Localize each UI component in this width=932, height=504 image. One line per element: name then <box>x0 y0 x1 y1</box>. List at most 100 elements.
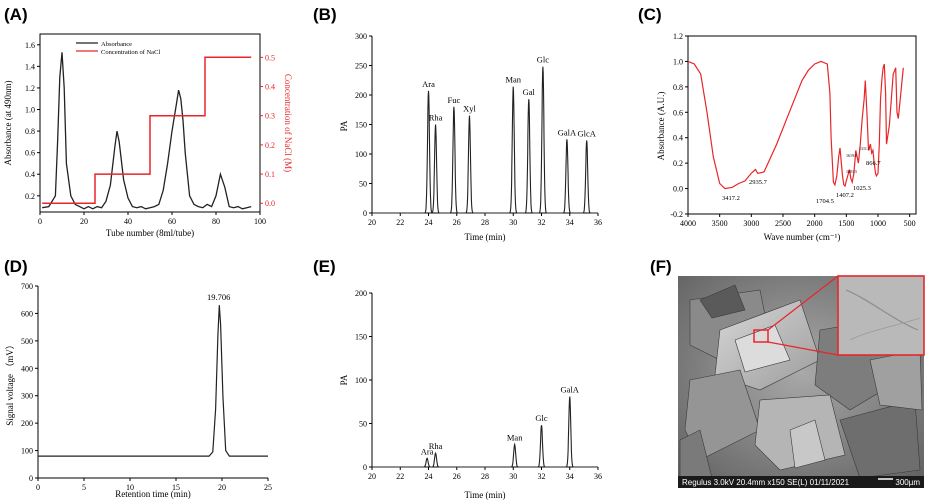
y-tick-label: 0.0 <box>673 185 683 194</box>
panel-b-chromatogram-line <box>372 66 598 214</box>
x-tick-label: 500 <box>904 219 916 228</box>
y-right-tick-label: 0.4 <box>265 83 275 92</box>
x-tick-label: 36 <box>594 218 602 227</box>
y-tick-label: 300 <box>355 32 367 41</box>
y-tick-label: 0.8 <box>673 83 683 92</box>
panel-c-xlabel: Wave number (cm⁻¹) <box>764 232 841 242</box>
panel-e-sample-chromatogram: (E) 20 22 24 26 28 30 32 34 36 0 50 100 150 200 AraRh… <box>313 257 602 500</box>
peak-label: Ara <box>421 446 434 456</box>
y-tick-label: 0.6 <box>25 149 35 158</box>
ftir-peak-866: 866.7 <box>866 160 881 167</box>
absorbance-line <box>42 52 252 210</box>
x-tick-label: 26 <box>453 218 461 227</box>
ftir-peak-1704: 1704.5 <box>816 198 834 205</box>
x-tick-label: 1500 <box>838 219 854 228</box>
peak-label: Man <box>507 432 523 442</box>
panel-d-gpc-chromatogram: (D) 0 5 10 15 20 25 0 100 200 300 400 500 600 700 19.… <box>4 257 272 499</box>
y-tick-label: 1.0 <box>25 106 35 115</box>
y-tick-label: 100 <box>355 150 367 159</box>
peak-label: Ara <box>422 79 435 89</box>
panel-b-ylabel: PA <box>339 120 349 131</box>
panel-b-xlabel: Time (min) <box>465 232 506 242</box>
x-tick-label: 1000 <box>870 219 886 228</box>
y-tick-label: 150 <box>355 121 367 130</box>
panel-f-label: (F) <box>650 257 672 276</box>
y-tick-label: 300 <box>21 392 33 401</box>
peak-label: Rha <box>429 441 443 451</box>
x-tick-label: 24 <box>425 218 433 227</box>
x-tick-label: 28 <box>481 218 489 227</box>
panel-d-xlabel: Retention time (min) <box>115 489 191 499</box>
sem-zoom-connector-top <box>767 275 839 331</box>
sem-info-bar <box>678 476 924 488</box>
x-tick-label: 20 <box>368 218 376 227</box>
ftir-peak-3417: 3417.2 <box>722 195 740 202</box>
y-tick-label: 100 <box>355 376 367 385</box>
ftir-peak-1311: 1311.4 <box>859 146 870 151</box>
legend-absorbance: Absorbance <box>101 41 132 48</box>
ftir-peak-2935: 2935.7 <box>749 179 768 186</box>
peak-label: GalA <box>558 127 577 137</box>
y-tick-label: 0 <box>363 463 367 472</box>
x-tick-label: 0 <box>36 483 40 492</box>
x-tick-label: 40 <box>124 217 132 226</box>
y-tick-label: 1.4 <box>25 62 35 71</box>
panel-b-label: (B) <box>313 5 337 24</box>
panel-a-label: (A) <box>4 5 28 24</box>
y-tick-label: -0.2 <box>670 210 683 219</box>
peak-label: Man <box>505 75 521 85</box>
x-tick-label: 24 <box>425 472 433 481</box>
x-tick-label: 20 <box>368 472 376 481</box>
peak-label: Fuc <box>448 95 461 105</box>
peak-label: Glc <box>535 413 548 423</box>
legend-nacl: Concentration of NaCl <box>101 49 160 56</box>
x-tick-label: 3500 <box>712 219 728 228</box>
x-tick-label: 25 <box>264 483 272 492</box>
panel-e-ylabel: PA <box>339 374 349 385</box>
y-tick-label: 500 <box>21 337 33 346</box>
x-tick-label: 10 <box>126 483 134 492</box>
y-right-tick-label: 0.5 <box>265 53 275 62</box>
x-tick-label: 34 <box>566 472 574 481</box>
panel-a-ylabel-right: Concentration of NaCl (M) <box>283 74 293 172</box>
y-tick-label: 200 <box>355 91 367 100</box>
panel-e-label: (E) <box>313 257 336 276</box>
x-tick-label: 4000 <box>680 219 696 228</box>
y-tick-label: 0.4 <box>673 134 683 143</box>
x-tick-label: 20 <box>218 483 226 492</box>
y-tick-label: 50 <box>359 420 367 429</box>
y-tick-label: 1.0 <box>673 57 683 66</box>
y-right-tick-label: 0.3 <box>265 112 275 121</box>
x-tick-label: 2000 <box>807 219 823 228</box>
x-tick-label: 32 <box>538 218 546 227</box>
ftir-peak-annotations: 3417.2 2935.7 1704.5 1407.2 1025.3 866.7… <box>722 146 881 205</box>
y-right-tick-label: 0.1 <box>265 170 275 179</box>
x-tick-label: 32 <box>538 472 546 481</box>
sem-zoom-connector-bottom <box>767 341 839 356</box>
x-tick-label: 34 <box>566 218 574 227</box>
panel-a-elution-profile: (A) 0 20 40 60 80 100 0.2 0.4 0.6 0.8 1.0 1.2 1.4 1.6… <box>3 5 293 238</box>
x-tick-label: 36 <box>594 472 602 481</box>
panel-a-xlabel: Tube number (8ml/tube) <box>106 228 194 238</box>
x-tick-label: 28 <box>481 472 489 481</box>
y-tick-label: 0.6 <box>673 108 683 117</box>
y-tick-label: 0.2 <box>25 192 35 201</box>
x-tick-label: 80 <box>212 217 220 226</box>
y-tick-label: 0 <box>29 474 33 483</box>
gpc-peak-label: 19.706 <box>207 292 230 302</box>
panel-e-chromatogram-line <box>372 396 598 468</box>
y-tick-label: 250 <box>355 62 367 71</box>
sem-zoom-region <box>753 329 769 343</box>
gpc-signal-line <box>38 305 268 457</box>
nacl-concentration-line <box>42 56 252 204</box>
panel-a-ylabel: Absorbance (at 490nm) <box>3 81 13 166</box>
sem-flakes <box>679 284 923 479</box>
panel-e-xlabel: Time (min) <box>465 490 506 500</box>
panel-d-ylabel: Signal voltage （mV） <box>5 340 15 426</box>
x-tick-label: 3000 <box>743 219 759 228</box>
x-tick-label: 20 <box>80 217 88 226</box>
y-tick-label: 400 <box>21 364 33 373</box>
panel-c-frame <box>687 35 917 215</box>
ftir-peak-1619: 1619.6 <box>846 153 857 158</box>
peak-label: Rha <box>429 113 443 123</box>
